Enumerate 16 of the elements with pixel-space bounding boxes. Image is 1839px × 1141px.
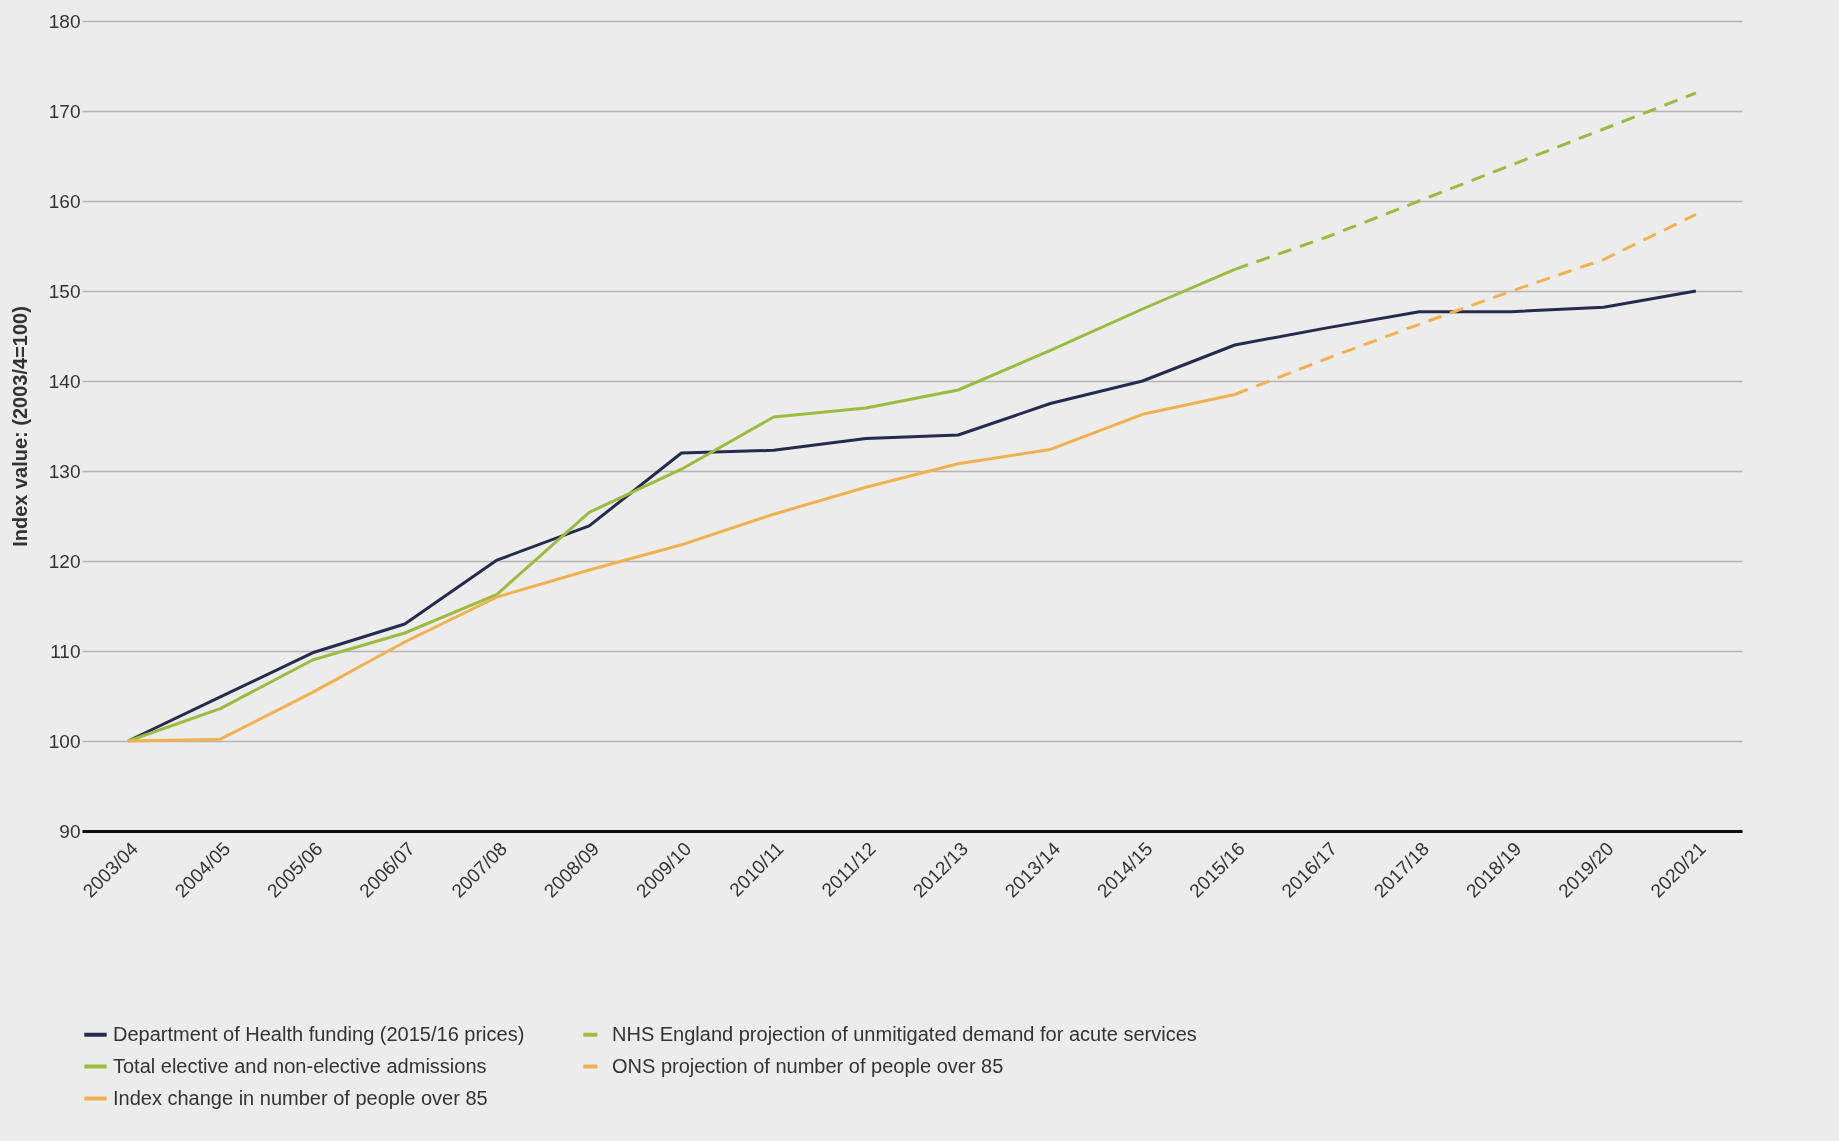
legend-label: Department of Health funding (2015/16 prices) (113, 1022, 525, 1045)
y-tick-label: 90 (59, 820, 81, 842)
y-tick-label: 120 (48, 550, 81, 572)
legend-label: NHS England projection of unmitigated demand for acute services (612, 1022, 1197, 1045)
legend-label: Index change in number of people over 85 (113, 1086, 488, 1109)
y-tick-label: 140 (48, 370, 81, 392)
legend-label: ONS projection of number of people over 85 (612, 1054, 1004, 1077)
y-tick-label: 110 (50, 640, 81, 662)
legend-label: Total elective and non-elective admissions (113, 1054, 487, 1077)
y-axis-title: Index value: (2003/4=100) (8, 306, 31, 547)
y-tick-label: 160 (48, 190, 81, 212)
y-tick-label: 130 (48, 460, 81, 482)
y-tick-label: 180 (48, 10, 81, 32)
y-tick-label: 150 (48, 280, 81, 302)
y-tick-label: 170 (48, 100, 81, 122)
y-tick-label: 100 (48, 730, 81, 752)
